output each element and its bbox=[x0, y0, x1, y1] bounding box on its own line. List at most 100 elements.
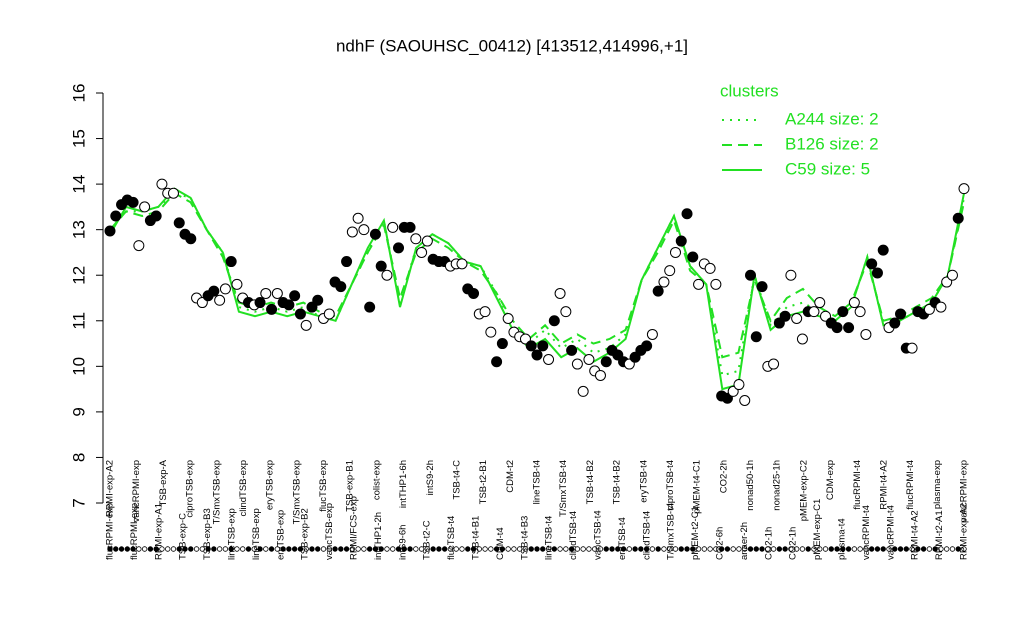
sample-point bbox=[935, 301, 947, 313]
sample-dot bbox=[291, 546, 298, 552]
sample-point bbox=[895, 308, 907, 320]
sample-dot bbox=[799, 546, 806, 552]
sample-point bbox=[416, 246, 428, 258]
sample-point bbox=[745, 269, 756, 281]
sample-dot bbox=[868, 546, 875, 552]
legend-label: A244 size: 2 bbox=[785, 109, 879, 128]
x-tick-label: TSB-exp-C bbox=[178, 513, 189, 560]
sample-dot bbox=[240, 546, 246, 552]
sample-dot bbox=[124, 546, 131, 552]
x-tick-label: TSB-t4-B1 bbox=[471, 516, 482, 560]
x-tick-label: nonad25-1h bbox=[772, 460, 783, 511]
x-tick-label: clindTSB-exp bbox=[238, 460, 249, 517]
sample-dot bbox=[493, 546, 500, 552]
sample-dot bbox=[170, 546, 177, 552]
sample-dot bbox=[280, 546, 286, 552]
y-tick-label: 10 bbox=[69, 357, 88, 376]
sample-dot bbox=[251, 546, 257, 552]
sample-dot bbox=[632, 546, 638, 552]
sample-dot bbox=[459, 546, 465, 552]
sample-dot bbox=[747, 546, 754, 552]
x-tick-label: flucTSB-t4 bbox=[446, 516, 457, 560]
sample-dot bbox=[505, 546, 511, 552]
sample-dot bbox=[407, 546, 413, 552]
x-tick-label: TSB-t4-B2 bbox=[585, 460, 596, 504]
sample-point bbox=[664, 265, 676, 277]
sample-dot bbox=[926, 546, 933, 552]
sample-point bbox=[387, 221, 399, 233]
sample-dot bbox=[222, 546, 229, 552]
sample-dot bbox=[707, 546, 713, 552]
x-tick-label: lineTSB-t4 bbox=[532, 460, 543, 504]
sample-point bbox=[600, 356, 612, 368]
sample-dot bbox=[534, 546, 540, 552]
x-tick-label: TSB-t2-C bbox=[422, 520, 433, 560]
sample-dot bbox=[770, 546, 777, 552]
sample-point bbox=[808, 306, 820, 318]
sample-point bbox=[479, 306, 491, 318]
sample-dot bbox=[384, 546, 390, 552]
sample-point bbox=[381, 269, 393, 281]
sample-dot bbox=[130, 546, 136, 552]
sample-dot bbox=[903, 546, 909, 552]
sample-point bbox=[843, 322, 855, 334]
sample-point bbox=[531, 349, 543, 361]
x-tick-label: ciproTSB-t4 bbox=[665, 460, 676, 510]
sample-point bbox=[681, 208, 693, 220]
sample-dot bbox=[828, 546, 834, 552]
sample-point bbox=[952, 212, 964, 224]
sample-dot bbox=[113, 546, 119, 552]
sample-point bbox=[543, 354, 555, 365]
sample-dot bbox=[788, 546, 794, 552]
sample-point bbox=[110, 210, 122, 222]
sample-dot bbox=[188, 546, 194, 552]
sample-point bbox=[704, 262, 716, 274]
x-tick-label: TSB-exp-B1 bbox=[345, 460, 356, 512]
sample-point bbox=[266, 303, 278, 315]
sample-point bbox=[346, 226, 358, 238]
sample-dot bbox=[193, 546, 200, 552]
y-tick-label: 13 bbox=[69, 220, 88, 239]
sample-point bbox=[848, 297, 860, 309]
sample-dot bbox=[551, 546, 558, 552]
x-tick-label: T/SmxTSB-exp bbox=[211, 460, 222, 524]
x-tick-label: flucRPMI-exp bbox=[105, 503, 116, 560]
sample-dot bbox=[516, 546, 523, 552]
sample-dot bbox=[615, 546, 621, 552]
sample-dot bbox=[776, 546, 783, 552]
sample-dot bbox=[309, 546, 315, 552]
sample-dot bbox=[136, 546, 142, 552]
sample-point bbox=[496, 338, 508, 350]
sample-point bbox=[254, 297, 266, 309]
sample-point bbox=[641, 340, 653, 352]
sample-dot bbox=[568, 546, 575, 552]
x-tick-label: clindTSB-t4 bbox=[641, 511, 652, 560]
sample-point bbox=[127, 196, 139, 208]
x-tick-label: plasma-exp bbox=[932, 460, 943, 509]
x-tick-label: CO2-6h bbox=[715, 527, 726, 560]
sample-dot bbox=[603, 546, 609, 552]
sample-point bbox=[571, 358, 583, 370]
sample-dot bbox=[822, 546, 829, 552]
x-tick-label: TSB-t4-C bbox=[451, 460, 462, 500]
sample-dot bbox=[465, 546, 471, 552]
sample-dot bbox=[834, 546, 840, 552]
x-tick-label: pMEM-exp-C1 bbox=[812, 499, 823, 560]
sample-dot bbox=[909, 546, 915, 552]
sample-dot bbox=[695, 546, 702, 552]
sample-dot bbox=[401, 546, 407, 552]
x-tick-label: colist-exp bbox=[371, 460, 382, 500]
sample-dot bbox=[159, 546, 165, 552]
legend-label: B126 size: 2 bbox=[785, 134, 879, 153]
x-tick-label: eryTSB-exp bbox=[275, 510, 286, 560]
sample-point bbox=[687, 251, 699, 263]
sample-point bbox=[796, 333, 808, 345]
sample-dot bbox=[943, 546, 950, 552]
sample-dot bbox=[649, 546, 656, 552]
sample-dot bbox=[955, 546, 961, 552]
sample-point bbox=[485, 326, 497, 338]
sample-dot bbox=[643, 546, 650, 552]
x-tick-label: flucRPMI-t4 bbox=[905, 460, 916, 510]
sample-dot bbox=[268, 546, 275, 552]
